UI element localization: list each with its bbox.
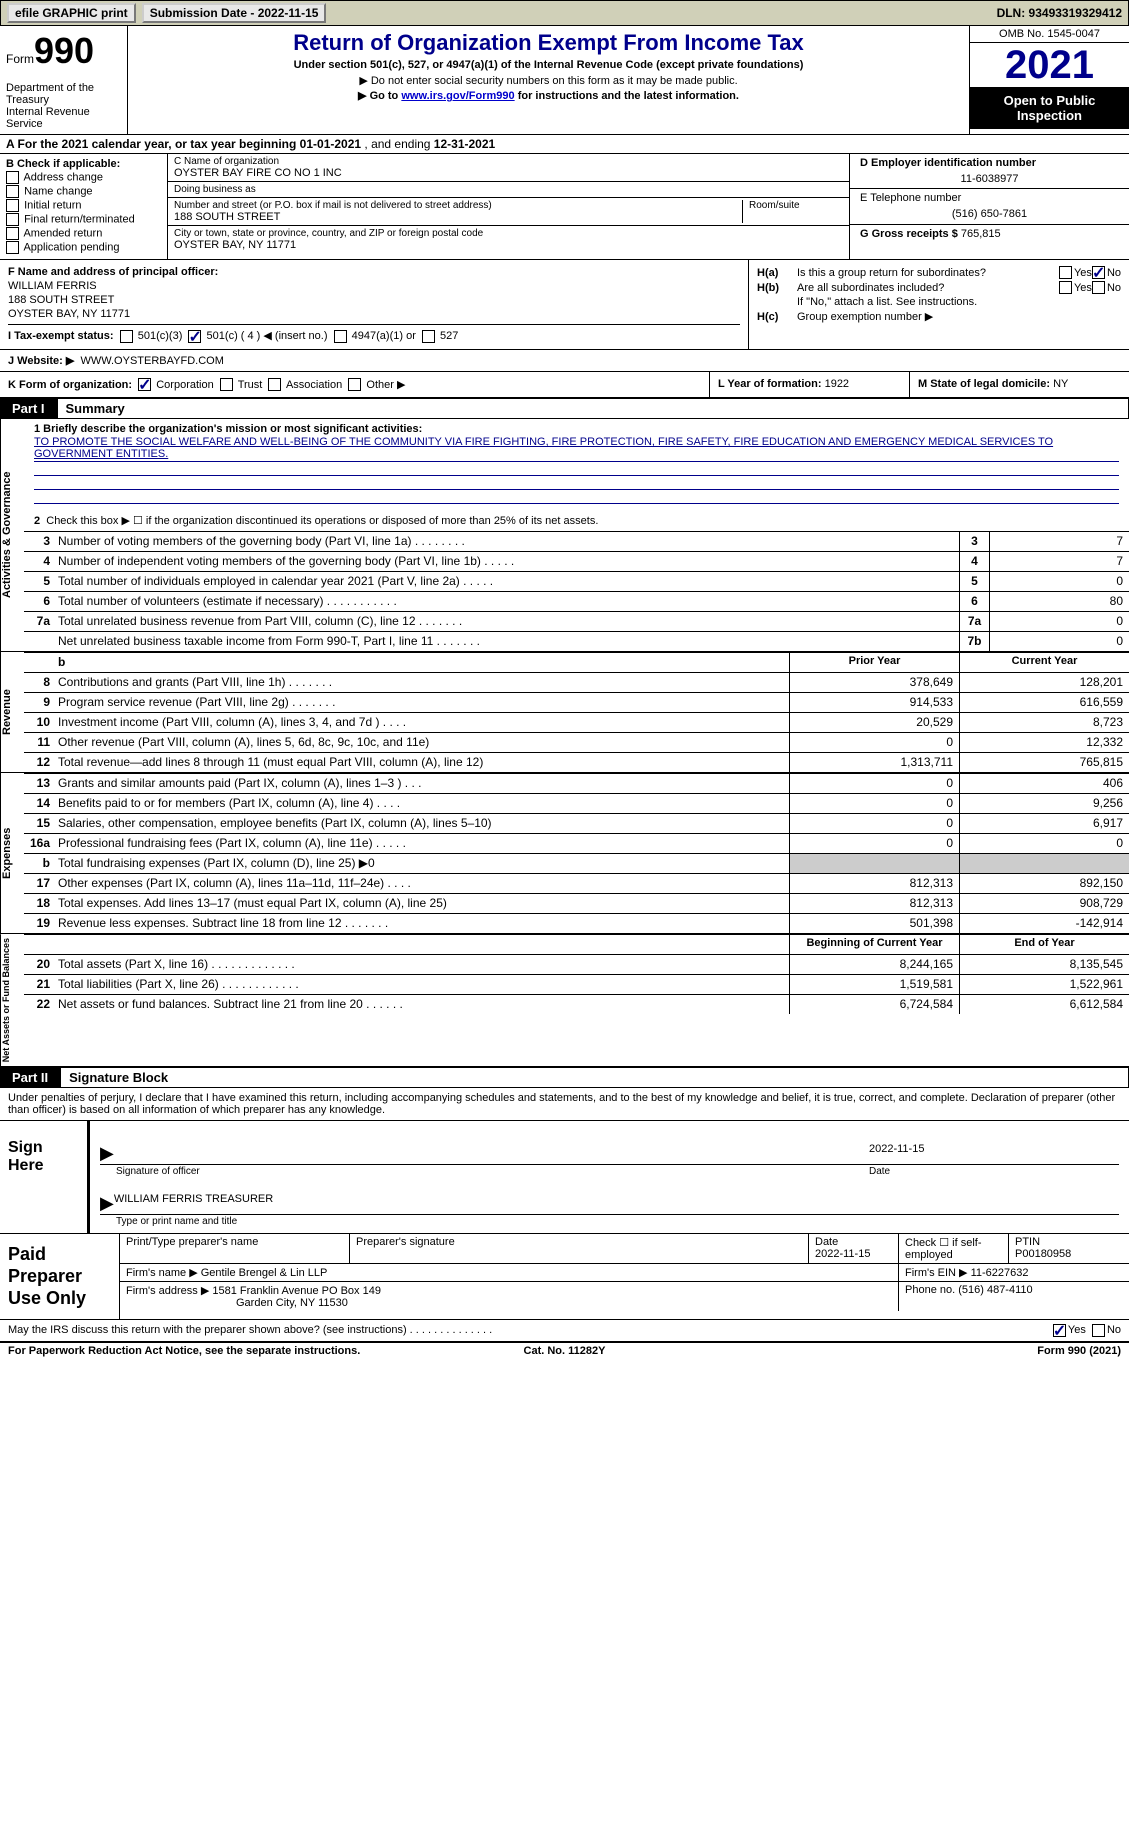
paid-preparer-row: Paid Preparer Use Only Print/Type prepar… [0, 1234, 1129, 1320]
tab-revenue: Revenue [0, 652, 24, 772]
summary-row: 17Other expenses (Part IX, column (A), l… [24, 873, 1129, 893]
form-header: Form990 Department of the Treasury Inter… [0, 26, 1129, 135]
summary-row: 18Total expenses. Add lines 13–17 (must … [24, 893, 1129, 913]
street-cell: Number and street (or P.O. box if mail i… [168, 198, 849, 226]
chk-trust[interactable] [220, 378, 233, 391]
row-j-website: J Website: ▶ WWW.OYSTERBAYFD.COM [0, 350, 1129, 372]
submission-date-button[interactable]: Submission Date - 2022-11-15 [142, 3, 327, 23]
summary-row: 6Total number of volunteers (estimate if… [24, 591, 1129, 611]
perjury-declaration: Under penalties of perjury, I declare th… [0, 1088, 1129, 1121]
col-c-orginfo: C Name of organization OYSTER BAY FIRE C… [168, 154, 849, 259]
summary-row: Net unrelated business taxable income fr… [24, 631, 1129, 651]
chk-corp[interactable] [138, 378, 151, 391]
tax-year: 2021 [970, 43, 1129, 87]
chk-name-change[interactable] [6, 185, 19, 198]
chk-discuss-yes[interactable] [1053, 1324, 1066, 1337]
tab-expenses: Expenses [0, 773, 24, 933]
summary-row: 3Number of voting members of the governi… [24, 531, 1129, 551]
summary-row: bTotal fundraising expenses (Part IX, co… [24, 853, 1129, 873]
netassets-section: Net Assets or Fund Balances Beginning of… [0, 934, 1129, 1067]
chk-discuss-no[interactable] [1092, 1324, 1105, 1337]
summary-row: 9Program service revenue (Part VIII, lin… [24, 692, 1129, 712]
expenses-section: Expenses 13Grants and similar amounts pa… [0, 773, 1129, 934]
top-toolbar: efile GRAPHIC print Submission Date - 20… [0, 0, 1129, 26]
tab-activities: Activities & Governance [0, 419, 24, 651]
col-f-officer: F Name and address of principal officer:… [0, 260, 749, 349]
tab-netassets: Net Assets or Fund Balances [0, 934, 24, 1066]
chk-address-change[interactable] [6, 171, 19, 184]
efile-print-button[interactable]: efile GRAPHIC print [7, 3, 136, 23]
chk-ha-no[interactable] [1092, 266, 1105, 279]
section-b-to-g: B Check if applicable: Address change Na… [0, 154, 1129, 260]
summary-row: 12Total revenue—add lines 8 through 11 (… [24, 752, 1129, 772]
city-cell: City or town, state or province, country… [168, 226, 849, 253]
omb-number: OMB No. 1545-0047 [970, 26, 1129, 43]
form-note1: ▶ Do not enter social security numbers o… [136, 74, 961, 87]
revenue-header: b Prior Year Current Year [24, 652, 1129, 672]
header-right: OMB No. 1545-0047 2021 Open to Public In… [969, 26, 1129, 134]
summary-row: 5Total number of individuals employed in… [24, 571, 1129, 591]
signature-section: Under penalties of perjury, I declare th… [0, 1088, 1129, 1359]
row-k-formorg: K Form of organization: Corporation Trus… [0, 372, 1129, 399]
summary-row: 13Grants and similar amounts paid (Part … [24, 773, 1129, 793]
mission-block: 1 Briefly describe the organization's mi… [24, 419, 1129, 531]
sign-here-row: Sign Here ▶2022-11-15 Signature of offic… [0, 1121, 1129, 1234]
form-number: 990 [34, 30, 94, 71]
dept-text: Department of the Treasury Internal Reve… [6, 82, 121, 130]
chk-app-pending[interactable] [6, 241, 19, 254]
summary-row: 7aTotal unrelated business revenue from … [24, 611, 1129, 631]
chk-527[interactable] [422, 330, 435, 343]
footer-bar: For Paperwork Reduction Act Notice, see … [0, 1343, 1129, 1359]
chk-ha-yes[interactable] [1059, 266, 1072, 279]
chk-hb-yes[interactable] [1059, 281, 1072, 294]
chk-501c3[interactable] [120, 330, 133, 343]
header-left: Form990 Department of the Treasury Inter… [0, 26, 128, 134]
dba-cell: Doing business as [168, 182, 849, 198]
revenue-section: Revenue b Prior Year Current Year 8Contr… [0, 652, 1129, 773]
summary-row: 20Total assets (Part X, line 16) . . . .… [24, 954, 1129, 974]
form-word: Form [6, 52, 34, 66]
chk-assoc[interactable] [268, 378, 281, 391]
form-note2: ▶ Go to www.irs.gov/Form990 for instruct… [136, 89, 961, 102]
col-d-ein: D Employer identification number 11-6038… [849, 154, 1129, 259]
dln-text: DLN: 93493319329412 [997, 6, 1122, 20]
activities-governance: Activities & Governance 1 Briefly descri… [0, 419, 1129, 652]
netassets-header: Beginning of Current Year End of Year [24, 934, 1129, 954]
col-b-checkboxes: B Check if applicable: Address change Na… [0, 154, 168, 259]
chk-final-return[interactable] [6, 213, 19, 226]
summary-row: 14Benefits paid to or for members (Part … [24, 793, 1129, 813]
summary-row: 19Revenue less expenses. Subtract line 1… [24, 913, 1129, 933]
summary-row: 11Other revenue (Part VIII, column (A), … [24, 732, 1129, 752]
part2-header: Part II Signature Block [0, 1067, 1129, 1088]
chk-initial-return[interactable] [6, 199, 19, 212]
part1-header: Part I Summary [0, 398, 1129, 419]
org-name-cell: C Name of organization OYSTER BAY FIRE C… [168, 154, 849, 182]
form-subtitle: Under section 501(c), 527, or 4947(a)(1)… [136, 59, 961, 71]
chk-other[interactable] [348, 378, 361, 391]
row-a-taxyear: A For the 2021 calendar year, or tax yea… [0, 135, 1129, 154]
form-title: Return of Organization Exempt From Incom… [136, 30, 961, 56]
header-mid: Return of Organization Exempt From Incom… [128, 26, 969, 134]
col-h-group: H(a)Is this a group return for subordina… [749, 260, 1129, 349]
summary-row: 21Total liabilities (Part X, line 26) . … [24, 974, 1129, 994]
irs-link[interactable]: www.irs.gov/Form990 [401, 90, 514, 102]
chk-501c[interactable] [188, 330, 201, 343]
summary-row: 4Number of independent voting members of… [24, 551, 1129, 571]
section-f-to-h: F Name and address of principal officer:… [0, 260, 1129, 350]
chk-hb-no[interactable] [1092, 281, 1105, 294]
summary-row: 16aProfessional fundraising fees (Part I… [24, 833, 1129, 853]
chk-4947[interactable] [334, 330, 347, 343]
summary-row: 10Investment income (Part VIII, column (… [24, 712, 1129, 732]
discuss-question: May the IRS discuss this return with the… [0, 1320, 1129, 1343]
summary-row: 8Contributions and grants (Part VIII, li… [24, 672, 1129, 692]
summary-row: 15Salaries, other compensation, employee… [24, 813, 1129, 833]
chk-amended[interactable] [6, 227, 19, 240]
summary-row: 22Net assets or fund balances. Subtract … [24, 994, 1129, 1014]
open-inspection: Open to Public Inspection [970, 87, 1129, 129]
